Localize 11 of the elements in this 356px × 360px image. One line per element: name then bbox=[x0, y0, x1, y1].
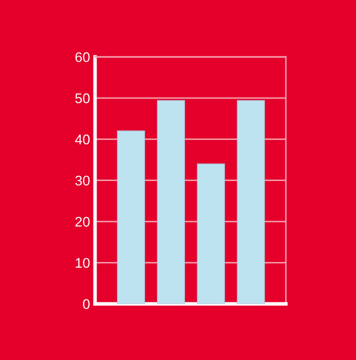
y-tick-label: 30 bbox=[75, 176, 90, 186]
y-tick-label: 20 bbox=[75, 216, 90, 227]
y-tick-label: 50 bbox=[75, 93, 90, 104]
y-tick-label: 0 bbox=[83, 299, 90, 310]
y-tick-label: 10 bbox=[76, 258, 90, 268]
bar bbox=[236, 100, 265, 304]
y-tick-label: 60 bbox=[75, 52, 90, 62]
bar bbox=[156, 100, 185, 304]
bar bbox=[117, 130, 146, 304]
bar bbox=[196, 163, 225, 304]
y-tick-label: 40 bbox=[75, 134, 90, 144]
